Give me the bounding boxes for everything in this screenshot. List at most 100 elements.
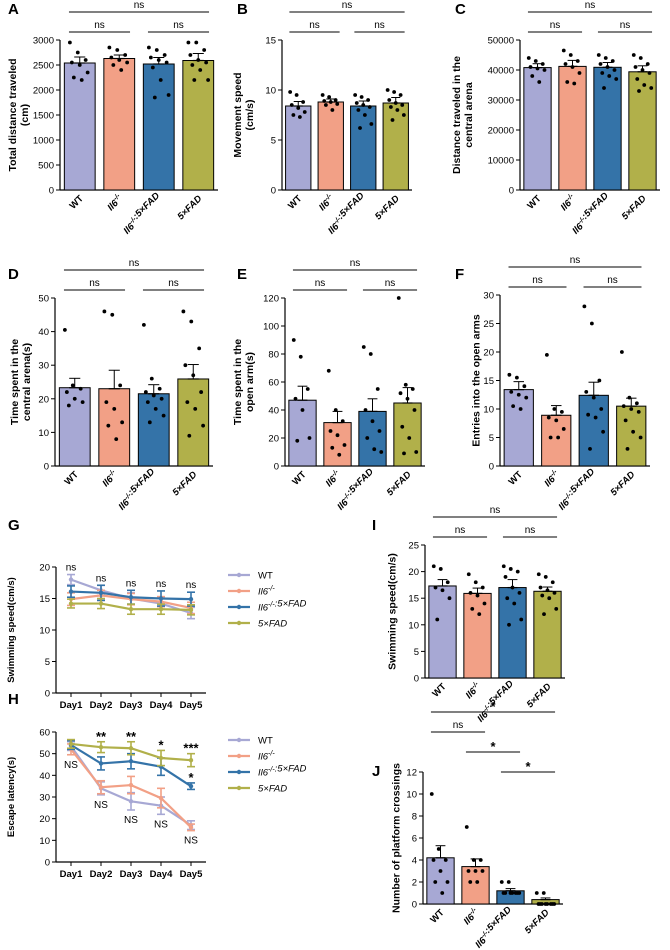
- significance-label: ns: [550, 20, 561, 31]
- significance-label: ns: [173, 20, 184, 31]
- superscript-text: -/-: [324, 192, 334, 202]
- data-point: [118, 383, 123, 388]
- data-point: [188, 757, 194, 763]
- data-point: [110, 312, 115, 317]
- data-point: [104, 400, 109, 405]
- data-point: [429, 792, 434, 796]
- data-point: [515, 569, 520, 574]
- x-tick-label: WT: [430, 681, 448, 699]
- data-point: [552, 407, 557, 411]
- y-tick-label: 0: [49, 186, 54, 197]
- data-point: [183, 363, 188, 368]
- data-point: [388, 105, 393, 109]
- data-point: [589, 321, 594, 326]
- data-point: [542, 68, 547, 72]
- data-point: [593, 415, 598, 420]
- y-axis-label: Swimming speed(cm/s): [387, 553, 399, 670]
- label-text: :5×FAD: [275, 764, 307, 775]
- y-tick-label: 0: [45, 689, 50, 700]
- y-tick-label: 20000: [488, 126, 514, 137]
- data-point: [633, 65, 638, 69]
- data-point: [320, 93, 325, 97]
- significance-label: NS: [94, 800, 108, 811]
- data-point: [517, 590, 522, 595]
- data-point: [517, 891, 522, 895]
- data-point: [401, 113, 406, 117]
- data-point: [524, 395, 529, 400]
- data-point: [396, 296, 401, 300]
- data-point: [540, 593, 545, 598]
- data-point: [475, 593, 480, 598]
- significance-label: ns: [89, 278, 100, 289]
- data-point: [412, 408, 417, 412]
- data-point: [330, 445, 335, 450]
- legend-label: Il6-/-:5×FAD: [258, 764, 307, 779]
- data-point: [545, 902, 550, 906]
- label-text: :5×FAD: [345, 466, 376, 497]
- x-tick-label: Day1: [60, 700, 83, 711]
- data-point: [501, 564, 506, 569]
- significance-label: NS: [124, 815, 138, 826]
- data-point: [159, 396, 164, 401]
- y-tick-label: 10: [39, 626, 50, 637]
- y-tick-label: 2500: [33, 61, 54, 72]
- x-tick-label: Day1: [60, 869, 83, 880]
- data-point: [584, 390, 589, 394]
- data-point: [536, 572, 541, 577]
- y-tick-label: 0: [44, 462, 49, 473]
- data-point: [67, 40, 72, 45]
- data-point: [514, 375, 519, 380]
- x-tick-label: 5×FAD: [620, 193, 649, 222]
- data-point: [533, 59, 538, 63]
- bar: [177, 378, 210, 467]
- data-point: [443, 858, 448, 862]
- x-tick-label: Day5: [180, 869, 203, 880]
- legend-marker: [236, 737, 242, 743]
- data-point: [75, 50, 80, 55]
- x-tick-label: Day2: [90, 869, 113, 880]
- x-tick-label: Day2: [90, 700, 113, 711]
- data-point: [158, 755, 164, 761]
- data-point: [340, 419, 345, 424]
- label-text: :5×FAD: [275, 599, 307, 610]
- legend-marker: [236, 785, 242, 791]
- y-axis-label-line: central arena(s): [21, 343, 33, 421]
- data-point: [561, 48, 566, 53]
- label-text: WT: [63, 469, 81, 487]
- significance-label: ns: [453, 720, 464, 731]
- data-point: [473, 869, 478, 873]
- data-point: [598, 62, 603, 66]
- y-axis-label: Time spent in theopen arm(s): [232, 339, 256, 425]
- data-point: [162, 53, 167, 57]
- data-point: [119, 68, 124, 72]
- x-tick-label: 5×FAD: [373, 193, 402, 222]
- data-point: [68, 577, 74, 582]
- data-point: [188, 607, 194, 613]
- y-tick-label: 40000: [488, 66, 514, 77]
- data-point: [470, 606, 475, 611]
- data-point: [447, 596, 452, 601]
- data-point: [431, 564, 436, 569]
- panel-label: A: [8, 1, 19, 18]
- significance-label: ns: [385, 278, 396, 289]
- y-tick-label: 12: [406, 768, 417, 779]
- data-point: [516, 392, 521, 397]
- data-point: [638, 435, 643, 440]
- x-tick-label: Il6-/-: [323, 468, 344, 489]
- significance-label: ns: [620, 20, 631, 31]
- panel-label: F: [455, 266, 464, 283]
- data-point: [507, 622, 511, 627]
- bar: [593, 66, 622, 191]
- data-point: [509, 390, 514, 394]
- data-point: [363, 408, 368, 412]
- data-point: [570, 65, 575, 69]
- data-point: [577, 71, 582, 75]
- data-point: [154, 48, 159, 52]
- significance-label: ns: [186, 580, 197, 591]
- data-point: [143, 390, 148, 394]
- bar: [463, 592, 492, 679]
- data-point: [610, 59, 615, 63]
- label-text: WT: [68, 193, 86, 211]
- data-point: [607, 74, 612, 78]
